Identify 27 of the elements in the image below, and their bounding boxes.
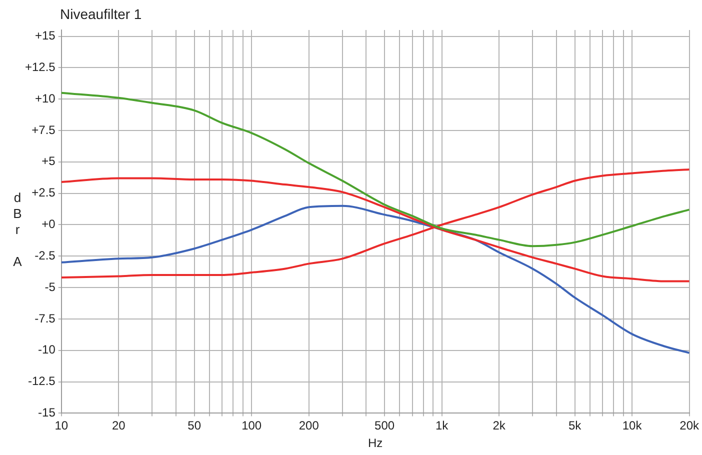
x-tick-label: 10 (54, 418, 68, 433)
y-tick-label: +5 (42, 154, 56, 168)
x-tick-label: 10k (622, 418, 643, 433)
y-tick-label: -10 (38, 342, 56, 357)
x-tick-label: 2k (492, 418, 506, 433)
y-tick-label: +2.5 (32, 186, 56, 200)
y-tick-label: -2.5 (34, 248, 56, 262)
y-tick-label: +10 (35, 91, 56, 106)
y-tick-label: -7.5 (34, 311, 56, 326)
x-tick-label: 100 (242, 418, 262, 433)
x-tick-label: 20k (680, 418, 700, 433)
x-tick-label: 20 (112, 418, 126, 433)
y-tick-label: +7.5 (32, 122, 56, 137)
x-tick-label: 200 (298, 418, 320, 433)
x-axis-title: Hz (368, 436, 383, 450)
y-tick-label: -12.5 (28, 374, 56, 388)
x-tick-label: 1k (435, 418, 450, 433)
x-tick-label: 500 (374, 418, 395, 433)
y-tick-label: -5 (44, 280, 56, 294)
chart-title: Niveaufilter 1 (60, 6, 142, 22)
y-tick-label: +0 (42, 217, 56, 232)
y-tick-label: +15 (35, 28, 56, 43)
y-tick-label: -15 (38, 406, 56, 420)
y-axis-title: dBr A (10, 190, 25, 270)
x-tick-label: 5k (568, 418, 582, 433)
y-tick-label: +12.5 (24, 60, 56, 74)
x-tick-label: 50 (188, 418, 202, 433)
